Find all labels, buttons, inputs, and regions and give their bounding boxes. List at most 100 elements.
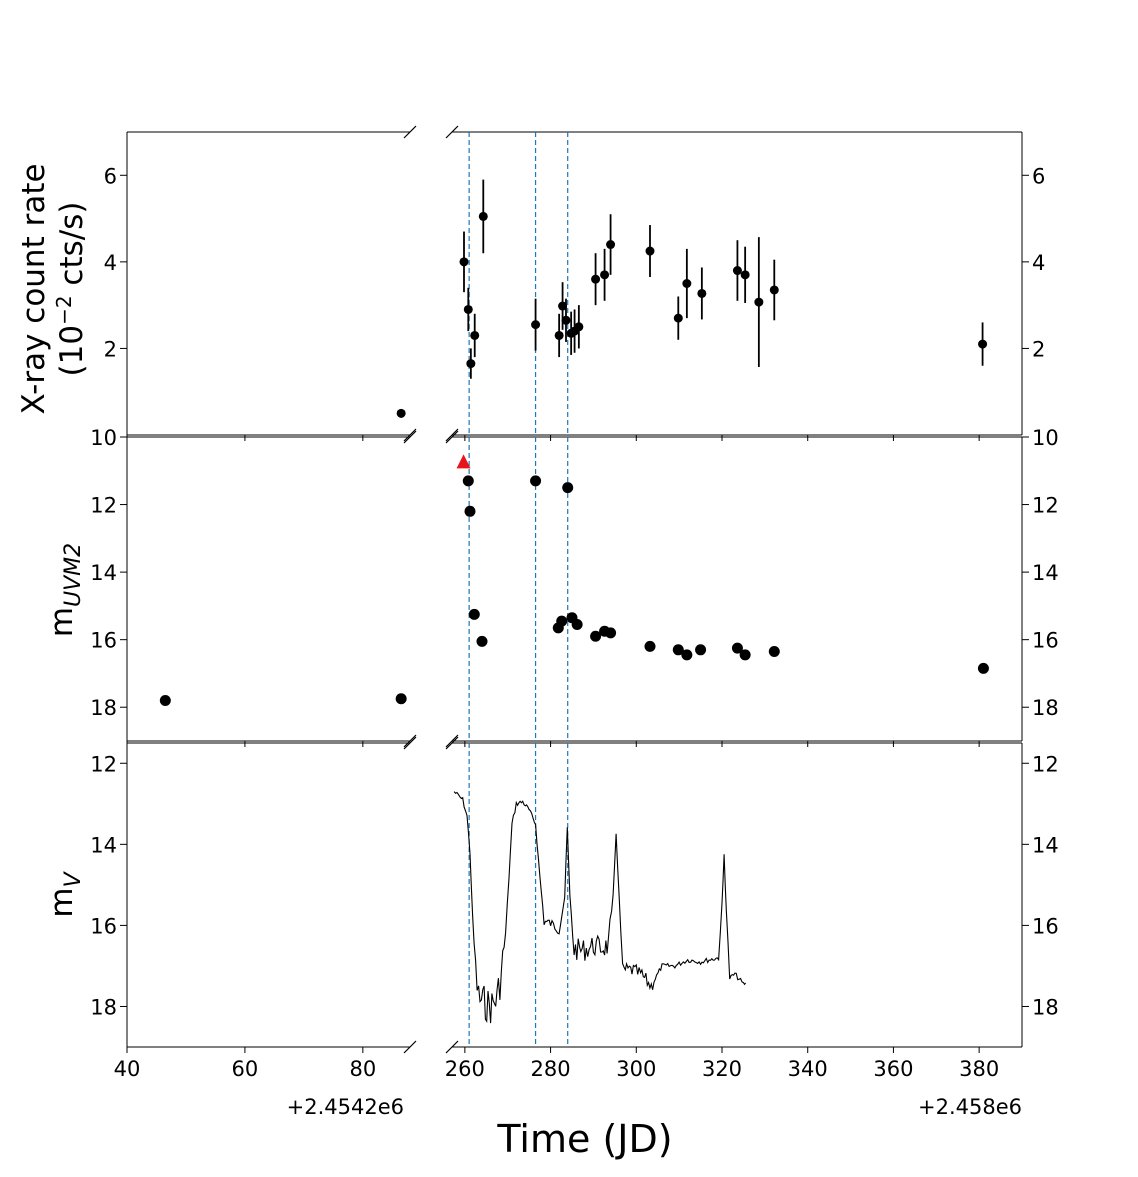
event-dashed-lines (468, 132, 569, 1047)
axes-frames (126, 125, 1023, 1054)
data-point (600, 270, 610, 280)
xray-ylabel-line1: X-ray count rate (16, 163, 52, 414)
right-x-offset-label: +2.458e6 (918, 1095, 1022, 1119)
y-tick-label-left: 10 (90, 426, 117, 450)
data-point (978, 339, 988, 349)
data-point (739, 649, 751, 661)
data-point (672, 644, 684, 656)
data-point (731, 642, 743, 654)
axis-break-mark (445, 736, 459, 750)
x-tick-label-right: 360 (873, 1057, 913, 1081)
data-point (159, 694, 171, 706)
data-point (531, 320, 541, 330)
y-tick-label-left: 12 (90, 752, 117, 776)
mv-ylabel-sub: V (61, 870, 86, 887)
data-point (476, 635, 488, 647)
data-point (977, 662, 989, 674)
x-tick-label-left: 80 (349, 1057, 376, 1081)
data-point (644, 640, 656, 652)
upper-limit-triangle (456, 454, 471, 469)
data-point (464, 505, 476, 517)
data-point (478, 211, 488, 221)
x-tick-label-right: 300 (616, 1057, 656, 1081)
y-tick-label-right: 18 (1032, 995, 1059, 1019)
data-point (556, 615, 568, 627)
x-tick-label-right: 380 (959, 1057, 999, 1081)
y-tick-label-right: 18 (1032, 696, 1059, 720)
xray-ylabel-prefix: (10 (54, 325, 90, 377)
xray-y-axis-title: X-ray count rate (10−2 cts/s) (16, 163, 90, 414)
y-tick-label-right: 16 (1032, 629, 1059, 653)
y-tick-label-right: 6 (1032, 164, 1045, 188)
data-point (468, 608, 480, 620)
data-point (466, 359, 476, 369)
y-tick-label-right: 10 (1032, 426, 1059, 450)
data-point (754, 297, 764, 307)
data-point (463, 304, 473, 314)
y-tick-label-left: 14 (90, 561, 117, 585)
y-tick-label-left: 18 (90, 995, 117, 1019)
data-marks (159, 179, 989, 1024)
x-tick-label-left: 60 (232, 1057, 259, 1081)
mv-y-axis-title: mV (44, 870, 86, 917)
axis-break-mark (445, 428, 459, 442)
data-point (768, 645, 780, 657)
data-point (645, 246, 655, 256)
data-point (591, 274, 601, 284)
data-point (769, 285, 779, 295)
x-axis-title: Time (JD) (496, 1117, 672, 1161)
data-point (470, 330, 480, 340)
data-point (681, 649, 693, 661)
data-point (396, 408, 406, 418)
data-point (605, 627, 617, 639)
y-tick-label-left: 16 (90, 629, 117, 653)
axis-break-mark (403, 430, 417, 444)
y-tick-label-left: 6 (104, 164, 117, 188)
x-tick-label-right: 280 (531, 1057, 571, 1081)
axis-break-mark (403, 1040, 417, 1054)
y-tick-label-left: 2 (104, 337, 117, 361)
data-point (673, 313, 683, 323)
y-tick-label-left: 14 (90, 833, 117, 857)
axis-break-mark (403, 428, 417, 442)
x-tick-label-left: 40 (114, 1057, 141, 1081)
data-point (590, 630, 602, 642)
data-point (682, 279, 692, 288)
data-point (732, 266, 742, 276)
y-tick-label-left: 4 (104, 251, 117, 275)
xray-ylabel-exponent: −2 (52, 295, 76, 324)
axis-break-mark (403, 736, 417, 750)
y-tick-label-right: 12 (1032, 494, 1059, 518)
uvm2-ylabel-m: m (44, 607, 80, 637)
mv-light-curve (453, 791, 747, 1024)
axis-break-mark (445, 1040, 459, 1054)
axis-break-mark (445, 125, 459, 139)
y-tick-label-left: 18 (90, 696, 117, 720)
axis-break-mark (403, 125, 417, 139)
x-tick-label-right: 260 (445, 1057, 485, 1081)
data-point (395, 693, 407, 705)
data-point (462, 475, 474, 487)
data-point (571, 618, 583, 630)
y-tick-label-left: 12 (90, 494, 117, 518)
data-point (459, 257, 469, 267)
data-point (558, 301, 568, 311)
data-point (574, 322, 584, 332)
mv-ylabel-m: m (44, 887, 80, 917)
y-tick-label-left: 16 (90, 914, 117, 938)
axis-break-mark (445, 430, 459, 444)
y-tick-label-right: 14 (1032, 833, 1059, 857)
axis-break-mark (445, 734, 459, 748)
data-point (695, 644, 707, 656)
data-point (554, 330, 564, 340)
left-x-offset-label: +2.4542e6 (287, 1095, 404, 1119)
data-point (561, 315, 571, 325)
svg-text:mUVM2: mUVM2 (44, 543, 86, 637)
xray-ylabel-line2: (10−2 cts/s) (52, 202, 90, 377)
data-point (530, 475, 542, 487)
y-tick-label-right: 4 (1032, 251, 1045, 275)
y-tick-label-right: 16 (1032, 914, 1059, 938)
y-tick-label-right: 2 (1032, 337, 1045, 361)
axis-break-mark (403, 734, 417, 748)
x-tick-label-right: 340 (788, 1057, 828, 1081)
